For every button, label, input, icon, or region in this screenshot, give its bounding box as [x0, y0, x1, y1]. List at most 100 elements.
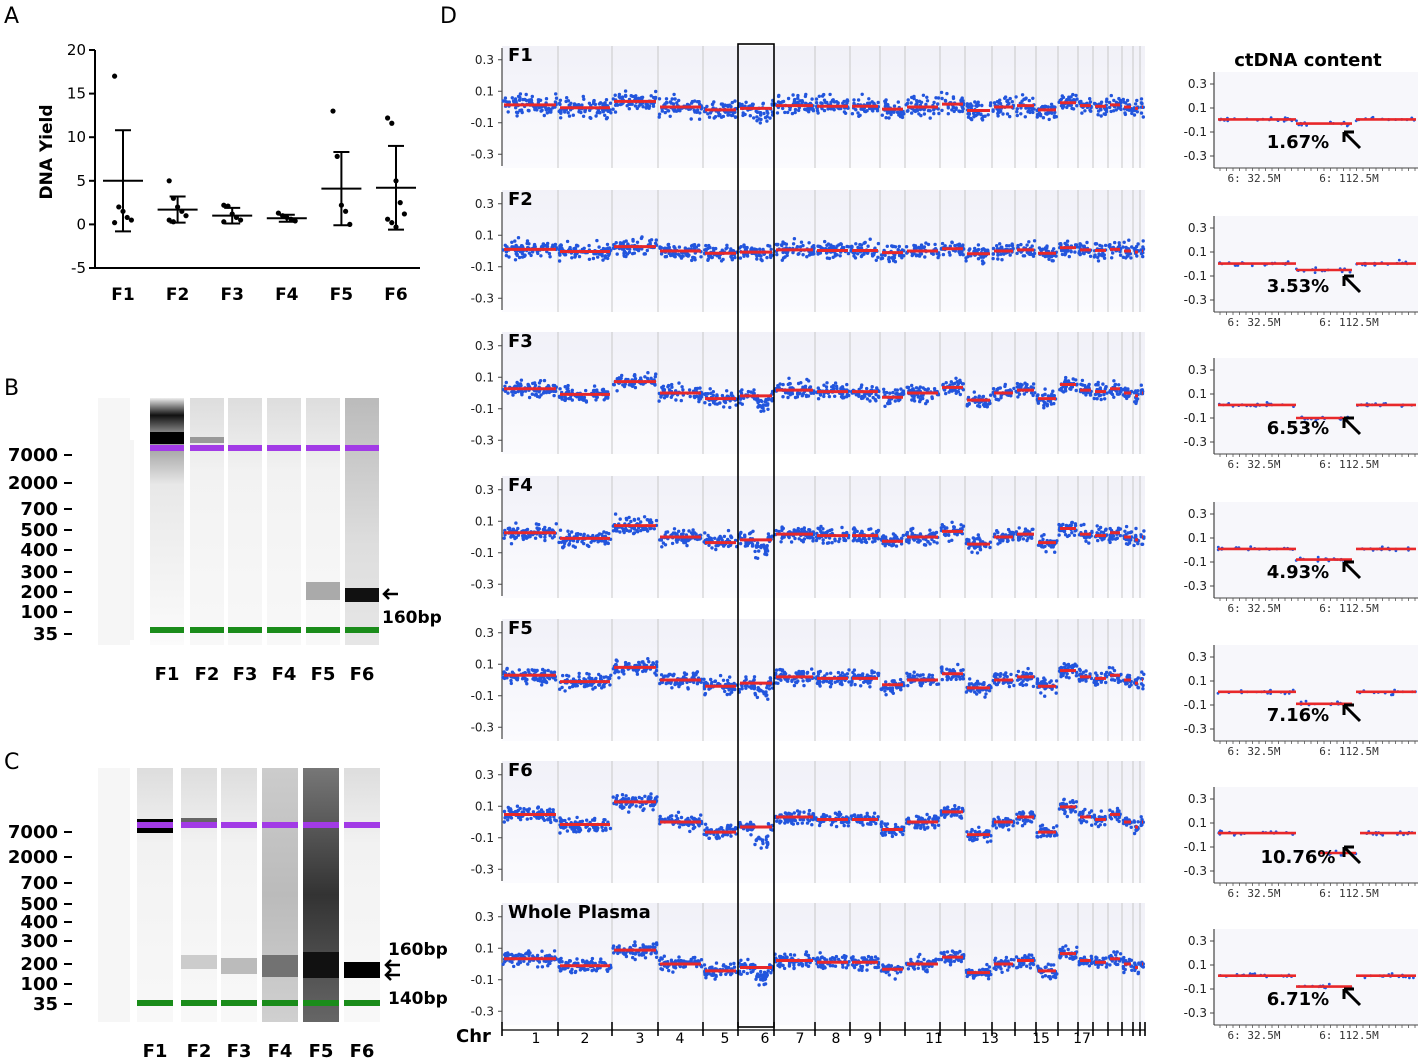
cnv-bin-point	[692, 108, 696, 113]
cnv-bin-point	[919, 113, 923, 118]
cnv-bin-point	[827, 256, 832, 261]
cnv-bin-point	[901, 389, 906, 393]
cnv-bin-point	[520, 251, 524, 256]
gel-lane-label: F4	[272, 664, 297, 685]
cnv-bin-point	[892, 104, 897, 108]
gel-upper-marker	[344, 822, 380, 828]
cnv-bin-point	[652, 527, 656, 531]
cnv-bin-point	[659, 538, 664, 542]
cnv-bin-point	[713, 402, 717, 406]
cnv-bin-point	[600, 532, 604, 537]
cnv-bin-point	[1110, 256, 1114, 260]
cnv-bin-point	[511, 393, 515, 397]
cnv-bin-point	[728, 675, 732, 679]
cnv-bin-point	[1040, 534, 1044, 538]
cnv-bin-point	[1036, 399, 1040, 404]
cnv-bin-point	[935, 541, 939, 545]
cnv-bin-point	[1128, 252, 1133, 256]
cnv-bin-point	[628, 529, 633, 533]
cnv-bin-point	[928, 116, 932, 120]
cnv-bin-point	[756, 544, 760, 548]
cnv-bin-point	[1129, 256, 1133, 260]
panel-a-data-point	[112, 73, 118, 79]
cnv-bin-point	[780, 526, 784, 530]
gel-size-label: 2000	[8, 847, 58, 868]
cnv-bin-point	[517, 255, 522, 260]
panel-a-x-label: F5	[330, 285, 353, 305]
cnv-bin-point	[816, 244, 820, 248]
cnv-bin-point	[1099, 114, 1103, 118]
cnv-bin-point	[558, 528, 563, 532]
cnv-bin-point	[760, 399, 764, 404]
cnv-bin-point	[743, 544, 748, 548]
cnv-bin-point	[1019, 242, 1023, 247]
cnv-bin-point	[1098, 393, 1103, 397]
cnv-bin-point	[866, 244, 870, 248]
cnv-bin-point	[863, 240, 867, 245]
cnv-bin-point	[654, 673, 658, 677]
cnv-bin-point	[728, 692, 732, 696]
cnv-bin-point	[769, 255, 773, 260]
cnv-bin-point	[1015, 110, 1019, 114]
cnv-bin-point	[957, 244, 962, 248]
cnv-bin-point	[738, 397, 743, 401]
cnv-bin-point	[781, 240, 785, 244]
cnv-bin-point	[863, 109, 868, 114]
cnv-bin-point	[657, 97, 662, 101]
cnv-bin-point	[906, 98, 910, 102]
cnv-bin-point	[902, 392, 906, 396]
cnv-bin-point	[827, 394, 832, 399]
cnv-bin-point	[981, 394, 986, 399]
cnv-bin-point	[563, 253, 568, 257]
cnv-y-tick-label: -0.3	[471, 720, 494, 734]
cnv-bin-point	[960, 105, 964, 109]
cnv-bin-point	[675, 532, 679, 536]
cnv-bin-point	[742, 254, 746, 258]
cnv-bin-point	[577, 671, 581, 676]
cnv-bin-point	[659, 673, 664, 677]
cnv-bin-point	[817, 94, 821, 99]
panel-a-data-point	[166, 178, 172, 184]
cnv-bin-point	[781, 99, 786, 104]
cnv-bin-point	[923, 543, 928, 547]
cnv-bin-point	[660, 545, 664, 549]
cnv-bin-point	[549, 670, 553, 674]
cnv-bin-point	[858, 113, 862, 118]
cnv-bin-point	[706, 257, 710, 261]
gel-size-label: 200	[20, 582, 58, 603]
cnv-bin-point	[860, 383, 864, 387]
cnv-bin-point	[1005, 112, 1010, 116]
cnv-bin-point	[761, 101, 765, 106]
cnv-bin-point	[670, 686, 674, 690]
cnv-bin-point	[566, 111, 570, 115]
cnv-bin-point	[890, 110, 894, 114]
panel-a-data-point	[385, 115, 391, 121]
cnv-bin-point	[896, 248, 900, 252]
panel-a-data-point	[330, 108, 336, 114]
cnv-bin-point	[821, 527, 825, 531]
cnv-bin-point	[698, 111, 702, 115]
cnv-bin-point	[983, 401, 987, 405]
cnv-bin-point	[964, 256, 968, 260]
cnv-bin-point	[796, 93, 800, 98]
cnv-bin-point	[754, 109, 758, 113]
cnv-bin-point	[745, 254, 750, 258]
cnv-bin-point	[548, 533, 552, 538]
cnv-bin-point	[543, 538, 547, 543]
panel-a-data-point	[233, 214, 239, 221]
cnv-bin-point	[1048, 399, 1053, 404]
cnv-bin-point	[581, 398, 586, 402]
cnv-bin-point	[733, 255, 737, 260]
cnv-bin-point	[776, 384, 780, 388]
cnv-bin-point	[755, 115, 759, 119]
cnv-bin-point	[805, 377, 809, 382]
cnv-bin-point	[1038, 112, 1043, 117]
cnv-bin-point	[670, 382, 674, 387]
cnv-bin-point	[622, 253, 626, 257]
cnv-bin-point	[1064, 251, 1068, 256]
cnv-bin-point	[1000, 258, 1004, 262]
cnv-bin-point	[826, 107, 830, 111]
cnv-bin-point	[892, 244, 896, 249]
cnv-bin-point	[1083, 109, 1087, 113]
cnv-bin-point	[618, 517, 622, 521]
